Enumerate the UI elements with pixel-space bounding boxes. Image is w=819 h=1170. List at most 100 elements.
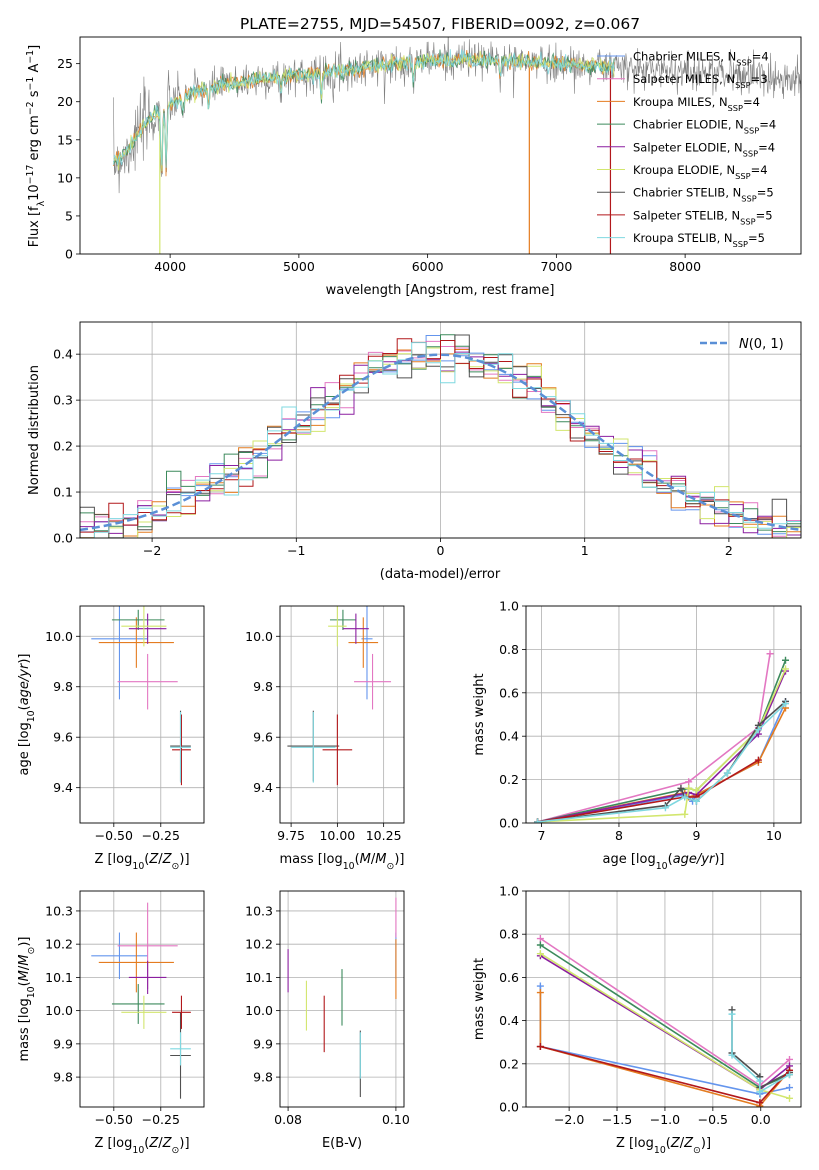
weight-line-chabrier_miles xyxy=(537,701,787,823)
legend-label: Chabrier MILES, NSSP=4 xyxy=(633,50,769,68)
y-tick-label: 10.2 xyxy=(45,937,73,952)
plot-area xyxy=(91,606,191,786)
y-tick-label: 9.8 xyxy=(53,679,73,694)
weight-marker xyxy=(685,778,693,786)
weight-marker xyxy=(756,1088,764,1096)
weight-marker xyxy=(536,950,544,958)
y-tick-label: 9.8 xyxy=(53,1070,73,1085)
x-tick-label: 6000 xyxy=(412,259,444,274)
residuals-legend-label: N(0, 1) xyxy=(739,337,784,352)
y-tick-label: 0.6 xyxy=(499,970,519,985)
weight-marker xyxy=(661,804,669,812)
x-tick-label: 0.0 xyxy=(751,1112,771,1127)
y-tick-label: 9.9 xyxy=(53,1036,73,1051)
y-tick-label: 9.4 xyxy=(253,780,273,795)
y-tick-label: 1.0 xyxy=(499,884,519,899)
axes-frame xyxy=(79,321,802,539)
y-tick-label: 0.0 xyxy=(499,816,519,831)
plot-area xyxy=(536,935,794,1107)
age_vs_mass-xlabel: mass [log10(M/M⊙)] xyxy=(280,852,405,872)
weight-line-kroupa_miles xyxy=(539,992,791,1107)
weight-marker xyxy=(782,700,790,708)
weight-marker xyxy=(728,1051,736,1059)
legend-label: Salpeter ELODIE, NSSP=4 xyxy=(633,140,775,158)
residual-step-kroupa_stelib xyxy=(80,342,801,538)
x-tick-label: 8000 xyxy=(669,259,701,274)
weight-marker xyxy=(786,1094,794,1102)
age_vs_Z-chart: −0.50 −0.25 9.4 9.6 9.8 10.0 Z [log10(Z/Z⊙)] ag… xyxy=(17,605,205,872)
weight-marker xyxy=(536,982,544,990)
weight-line-chabrier_stelib xyxy=(537,700,787,823)
weight_vs_Z-ylabel: mass weight xyxy=(472,958,487,1040)
plot-area xyxy=(113,37,801,254)
mass_vs_Z-xlabel: Z [log10(Z/Z⊙)] xyxy=(94,1136,189,1156)
x-tick-label: −1.5 xyxy=(602,1112,632,1127)
y-tick-label: 0.0 xyxy=(499,1100,519,1115)
weight-marker xyxy=(754,756,762,764)
weight-marker xyxy=(685,784,693,792)
age_vs_Z-ylabel: age [log10(age/yr)] xyxy=(17,653,37,775)
residuals-ylabel: Normed distribution xyxy=(27,365,42,495)
weight-marker xyxy=(536,989,544,997)
plot-area xyxy=(80,334,801,538)
spectrum-chart: 4000 5000 6000 7000 8000 0 5 10 15 20 25 wavelength… xyxy=(25,36,802,298)
x-tick-label: −0.5 xyxy=(698,1112,728,1127)
x-tick-label: 9.75 xyxy=(277,828,305,843)
weight-line-kroupa_elodie xyxy=(537,668,787,823)
weight-marker xyxy=(536,935,544,943)
age_vs_Z-xlabel: Z [log10(Z/Z⊙)] xyxy=(94,852,189,872)
axes-frame xyxy=(79,605,205,824)
y-tick-label: 9.6 xyxy=(253,730,273,745)
x-tick-label: −0.25 xyxy=(142,1112,180,1127)
residuals-xlabel: (data-model)/error xyxy=(380,567,501,582)
weight_vs_age-chart: 7 8 9 10 0.0 0.2 0.4 0.6 0.8 1.0 age [log10(age/yr… xyxy=(472,599,802,872)
x-tick-label: −0.50 xyxy=(95,1112,133,1127)
mass_vs_ebv-xlabel: E(B-V) xyxy=(322,1136,362,1151)
y-tick-label: 20 xyxy=(57,94,73,109)
y-tick-label: 0.2 xyxy=(499,1056,519,1071)
x-tick-label: −0.25 xyxy=(142,828,180,843)
spectrum-title: PLATE=2755, MJD=54507, FIBERID=0092, z=0… xyxy=(240,15,640,33)
x-tick-label: 0.10 xyxy=(382,1112,410,1127)
y-tick-label: 9.4 xyxy=(53,780,73,795)
weight-line-kroupa_stelib xyxy=(537,703,787,823)
x-tick-label: 5000 xyxy=(283,259,315,274)
weight-marker xyxy=(681,793,689,801)
y-tick-label: 0.4 xyxy=(53,347,73,362)
plot-area xyxy=(287,897,397,1098)
y-tick-label: 10.0 xyxy=(245,1003,273,1018)
legend-label: Kroupa STELIB, NSSP=5 xyxy=(633,231,765,249)
x-tick-label: 10.00 xyxy=(319,828,355,843)
weight-marker xyxy=(692,786,700,794)
weight-marker xyxy=(782,665,790,673)
weight-marker xyxy=(756,1099,764,1107)
y-tick-label: 10.0 xyxy=(45,1003,73,1018)
legend-label: Kroupa ELODIE, NSSP=4 xyxy=(633,163,768,181)
weight-marker xyxy=(786,1055,794,1063)
weight-line-kroupa_miles xyxy=(537,707,787,823)
axes-frame xyxy=(79,890,205,1108)
axes-frame xyxy=(525,890,802,1108)
weight_vs_Z-chart: −2.0 −1.5 −1.0 −0.5 0.0 0.0 0.2 0.4 0.6 0.8 1.0 Z [… xyxy=(472,884,802,1156)
spectrum-ylabel: Flux [fλ10−17 erg cm−2 s−1 A−1] xyxy=(25,45,47,247)
weight-line-salpeter_miles xyxy=(537,653,771,823)
x-tick-label: 10 xyxy=(766,828,782,843)
y-tick-label: 9.9 xyxy=(253,1036,273,1051)
legend-label: Chabrier STELIB, NSSP=5 xyxy=(633,186,774,204)
spectrum-xlabel: wavelength [Angstrom, rest frame] xyxy=(326,283,555,298)
axes-frame xyxy=(279,605,405,824)
legend-label: Kroupa MILES, NSSP=4 xyxy=(633,95,760,113)
x-tick-label: 9 xyxy=(692,828,700,843)
y-tick-label: 0.3 xyxy=(53,393,73,408)
residual-step-salpeter_stelib xyxy=(80,338,801,538)
x-tick-label: −1 xyxy=(287,543,305,558)
y-tick-label: 1.0 xyxy=(499,599,519,614)
model-spectrum-kroupa_elodie xyxy=(113,50,615,172)
weight-marker xyxy=(786,1084,794,1092)
weight-marker xyxy=(723,769,731,777)
y-tick-label: 10.3 xyxy=(45,903,73,918)
y-tick-label: 10.3 xyxy=(245,903,273,918)
x-tick-label: 7000 xyxy=(540,259,572,274)
gaussian-curve xyxy=(80,353,801,532)
y-tick-label: 0 xyxy=(65,247,73,262)
